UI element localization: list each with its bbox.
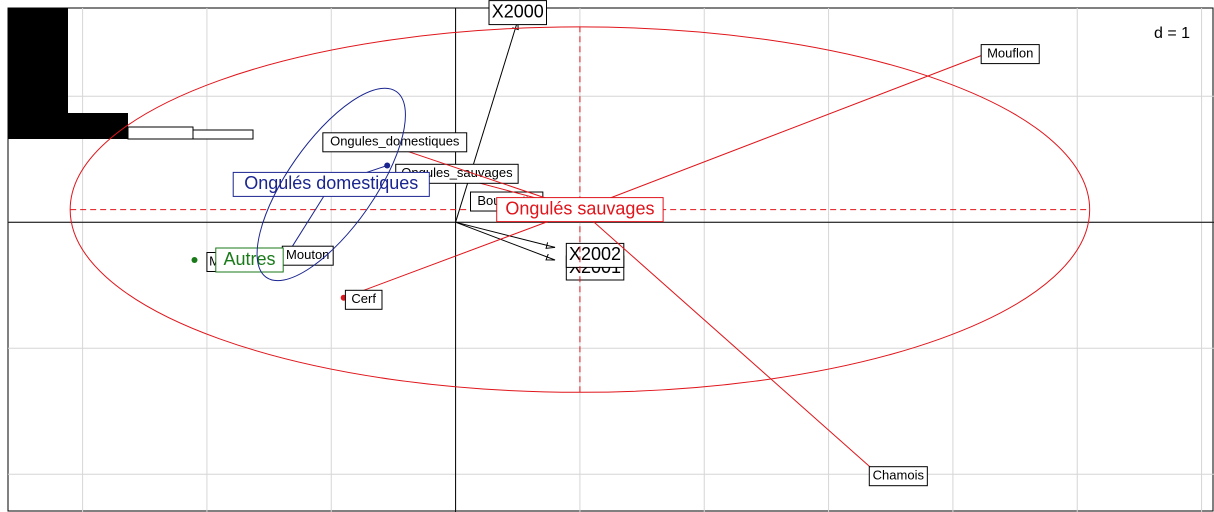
data-point [384, 162, 391, 169]
star-line [579, 51, 991, 211]
star-line [579, 209, 879, 475]
data-point [191, 257, 198, 263]
group-label: Ongulés domestiques [244, 173, 418, 193]
variable-label-box [488, 0, 548, 26]
eigen-bar [127, 126, 194, 140]
variable-label: X2000 [492, 1, 544, 21]
point-label-box [344, 289, 383, 310]
star-line [343, 209, 581, 299]
arrow-X2000 [455, 20, 519, 223]
point-label: Ongules_domestiques [330, 134, 460, 149]
point-label: Mouflon [987, 46, 1033, 61]
group-label: Autres [223, 249, 275, 269]
scale-label: d = 1 [1154, 25, 1190, 42]
point-label: Cerf [351, 291, 376, 306]
eigen-bar [8, 8, 68, 126]
group-label: Ongulés sauvages [505, 198, 654, 218]
variable-label-box [565, 242, 625, 268]
arrow-X2001 [455, 221, 556, 261]
point-label: Mouton [286, 247, 329, 262]
group-label-box [496, 197, 664, 223]
point-label-box [980, 44, 1040, 65]
eigen-bar [8, 113, 128, 139]
arrowhead [545, 242, 556, 249]
point-label: Chamois [873, 468, 925, 483]
variable-label: X2002 [569, 244, 621, 264]
plot-frame [7, 7, 1214, 512]
point-label-box [868, 466, 928, 487]
domestic-ellipse [256, 87, 406, 282]
point-label-box [322, 132, 468, 153]
group-label-box [232, 171, 430, 197]
arrowhead [545, 253, 556, 261]
group-label-box [215, 247, 284, 273]
point-label: M [209, 253, 220, 268]
eigen-bar [192, 129, 254, 140]
arrow-X2002 [455, 221, 556, 248]
